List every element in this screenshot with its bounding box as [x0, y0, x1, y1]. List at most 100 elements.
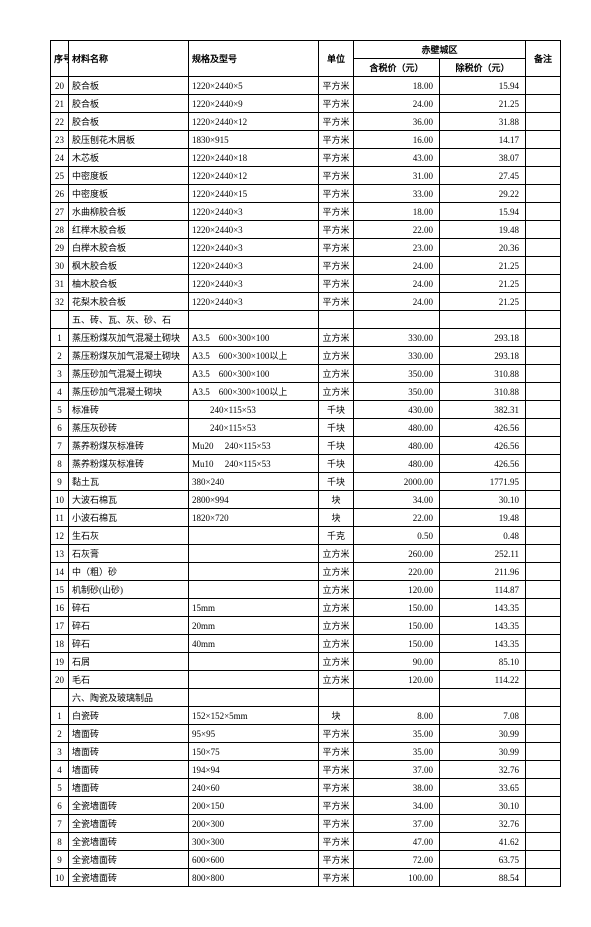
cell-unit: 平方米: [319, 77, 354, 95]
cell-seq: 32: [51, 293, 69, 311]
cell-price-excl: 30.10: [440, 491, 526, 509]
cell-note: [526, 491, 561, 509]
cell-unit: 立方米: [319, 581, 354, 599]
table-row: 3蒸压砂加气混凝土砌块A3.5 600×300×100立方米350.00310.…: [51, 365, 561, 383]
cell-price-excl: 15.94: [440, 77, 526, 95]
cell-seq: 8: [51, 833, 69, 851]
cell-unit: 块: [319, 707, 354, 725]
cell-note: [526, 563, 561, 581]
cell-name: 花梨木胶合板: [69, 293, 189, 311]
table-row: 5墙面砖240×60平方米38.0033.65: [51, 779, 561, 797]
header-note: 备注: [526, 41, 561, 77]
cell-unit: 块: [319, 491, 354, 509]
cell-price-excl: 31.88: [440, 113, 526, 131]
cell-unit: 平方米: [319, 95, 354, 113]
cell-seq: 3: [51, 365, 69, 383]
cell-price-incl: 36.00: [354, 113, 440, 131]
cell-name: 水曲柳胶合板: [69, 203, 189, 221]
cell-unit: 立方米: [319, 563, 354, 581]
cell-seq: 20: [51, 77, 69, 95]
cell-price-incl: 150.00: [354, 635, 440, 653]
materials-price-table: 序号 材料名称 规格及型号 单位 赤壁城区 备注 含税价（元） 除税价（元） 2…: [50, 40, 561, 887]
cell-unit: 平方米: [319, 149, 354, 167]
cell-unit: 平方米: [319, 275, 354, 293]
cell-spec: 300×300: [189, 833, 319, 851]
cell-name: 五、砖、瓦、灰、砂、石: [69, 311, 189, 329]
cell-name: 碎石: [69, 635, 189, 653]
cell-unit: 平方米: [319, 833, 354, 851]
cell-seq: 6: [51, 419, 69, 437]
cell-note: [526, 293, 561, 311]
table-row: 15机制砂(山砂)立方米120.00114.87: [51, 581, 561, 599]
cell-spec: Mu20 240×115×53: [189, 437, 319, 455]
cell-note: [526, 743, 561, 761]
cell-spec: 1220×2440×15: [189, 185, 319, 203]
cell-price-incl: 330.00: [354, 329, 440, 347]
cell-name: 木芯板: [69, 149, 189, 167]
table-row: 9黏土瓦380×240千块2000.001771.95: [51, 473, 561, 491]
cell-price-incl: 24.00: [354, 95, 440, 113]
cell-seq: 1: [51, 707, 69, 725]
cell-name: 墙面砖: [69, 725, 189, 743]
cell-note: [526, 311, 561, 329]
cell-unit: 千克: [319, 527, 354, 545]
cell-spec: [189, 527, 319, 545]
cell-seq: 21: [51, 95, 69, 113]
cell-spec: [189, 653, 319, 671]
cell-price-excl: 293.18: [440, 347, 526, 365]
cell-note: [526, 77, 561, 95]
cell-name: 中密度板: [69, 167, 189, 185]
cell-note: [526, 833, 561, 851]
table-row: 9全瓷墙面砖600×600平方米72.0063.75: [51, 851, 561, 869]
table-row: 6全瓷墙面砖200×150平方米34.0030.10: [51, 797, 561, 815]
cell-price-incl: 480.00: [354, 455, 440, 473]
cell-unit: 千块: [319, 455, 354, 473]
cell-seq: 9: [51, 851, 69, 869]
cell-price-excl: 30.99: [440, 725, 526, 743]
cell-spec: 1220×2440×3: [189, 239, 319, 257]
table-row: 五、砖、瓦、灰、砂、石: [51, 311, 561, 329]
cell-spec: 1220×2440×3: [189, 257, 319, 275]
cell-name: 胶合板: [69, 95, 189, 113]
cell-name: 蒸养粉煤灰标准砖: [69, 437, 189, 455]
cell-note: [526, 761, 561, 779]
cell-note: [526, 203, 561, 221]
cell-price-excl: 32.76: [440, 815, 526, 833]
cell-price-incl: 120.00: [354, 671, 440, 689]
cell-unit: 千块: [319, 437, 354, 455]
table-row: 8全瓷墙面砖300×300平方米47.0041.62: [51, 833, 561, 851]
cell-spec: 20mm: [189, 617, 319, 635]
cell-price-excl: 310.88: [440, 383, 526, 401]
cell-unit: 平方米: [319, 185, 354, 203]
cell-unit: 平方米: [319, 779, 354, 797]
cell-name: 胶合板: [69, 77, 189, 95]
cell-note: [526, 239, 561, 257]
cell-price-excl: 426.56: [440, 437, 526, 455]
cell-name: 蒸压砂加气混凝土砌块: [69, 365, 189, 383]
cell-seq: 28: [51, 221, 69, 239]
table-row: 六、陶瓷及玻璃制品: [51, 689, 561, 707]
cell-note: [526, 815, 561, 833]
table-row: 1白瓷砖152×152×5mm块8.007.08: [51, 707, 561, 725]
cell-seq: 5: [51, 779, 69, 797]
cell-spec: Mu10 240×115×53: [189, 455, 319, 473]
table-row: 13石灰膏立方米260.00252.11: [51, 545, 561, 563]
cell-seq: 1: [51, 329, 69, 347]
table-row: 7蒸养粉煤灰标准砖Mu20 240×115×53千块480.00426.56: [51, 437, 561, 455]
table-row: 7全瓷墙面砖200×300平方米37.0032.76: [51, 815, 561, 833]
cell-price-excl: 21.25: [440, 275, 526, 293]
cell-spec: A3.5 600×300×100: [189, 329, 319, 347]
cell-seq: 18: [51, 635, 69, 653]
cell-price-incl: 23.00: [354, 239, 440, 257]
table-row: 18碎石40mm立方米150.00143.35: [51, 635, 561, 653]
cell-price-incl: 430.00: [354, 401, 440, 419]
cell-spec: 240×115×53: [189, 401, 319, 419]
cell-spec: 240×60: [189, 779, 319, 797]
cell-price-incl: 72.00: [354, 851, 440, 869]
cell-price-excl: 143.35: [440, 635, 526, 653]
cell-unit: 平方米: [319, 167, 354, 185]
cell-spec: 1220×2440×5: [189, 77, 319, 95]
cell-price-incl: 350.00: [354, 365, 440, 383]
cell-name: 蒸压灰砂砖: [69, 419, 189, 437]
cell-unit: 立方米: [319, 545, 354, 563]
